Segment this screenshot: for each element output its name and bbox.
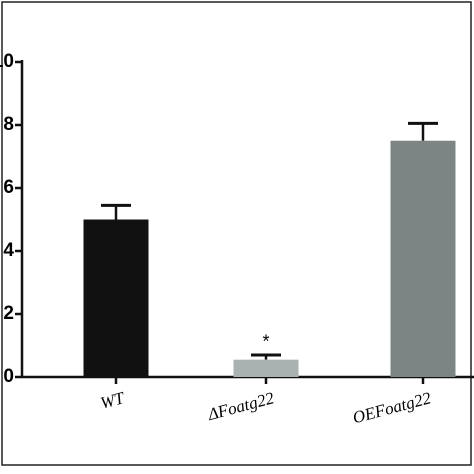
x-tick-label: WT — [98, 388, 127, 413]
y-tick-label: 0 — [3, 366, 14, 387]
y-tick-label: 2 — [3, 303, 14, 324]
frame — [1, 1, 472, 466]
y-tick-label: 10 — [0, 51, 14, 72]
annotation: * — [262, 332, 269, 352]
x-tick-label: OEFoatg22 — [351, 388, 434, 427]
x-tick-label: ΔFoatg22 — [205, 388, 277, 424]
bar — [233, 359, 299, 377]
bar — [83, 219, 149, 377]
y-tick-label: 6 — [3, 177, 14, 198]
y-tick-label: 4 — [3, 240, 14, 261]
bar — [390, 140, 456, 377]
y-tick-label: 8 — [3, 114, 14, 135]
